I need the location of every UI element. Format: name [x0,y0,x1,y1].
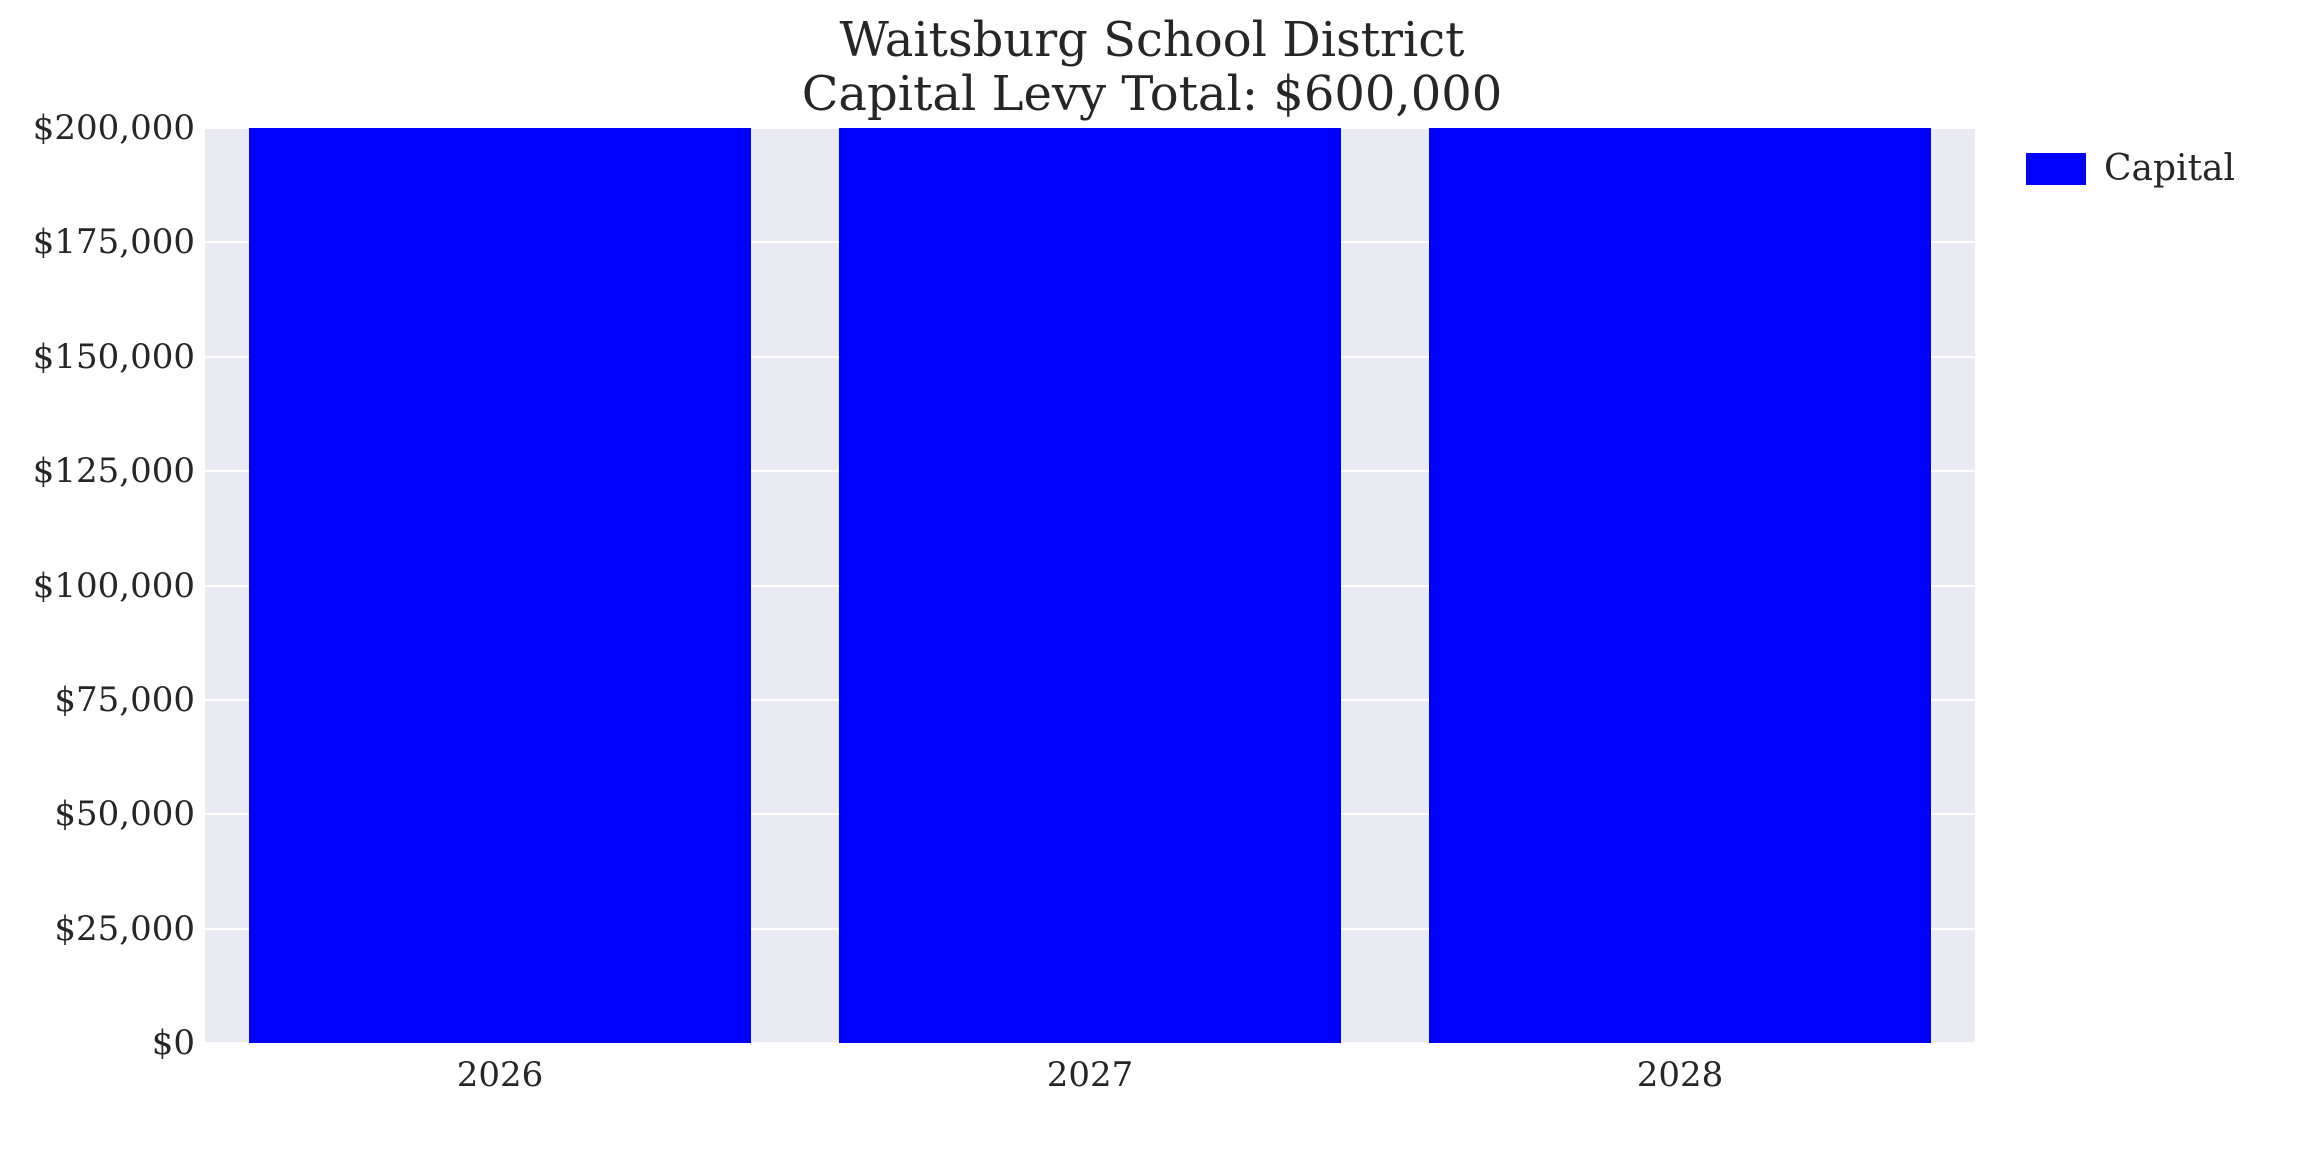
ytick-label: $125,000 [5,451,195,491]
ytick-label: $100,000 [5,566,195,606]
ytick-label: $0 [5,1023,195,1063]
bar [839,128,1341,1043]
xtick-label: 2028 [1385,1055,1975,1095]
ytick-label: $150,000 [5,337,195,377]
xtick-label: 2026 [205,1055,795,1095]
xtick-label: 2027 [795,1055,1385,1095]
ytick-label: $175,000 [5,222,195,262]
bar [1429,128,1931,1043]
bar [249,128,751,1043]
ytick-label: $75,000 [5,680,195,720]
chart-title-line2: Capital Levy Total: $600,000 [0,66,2304,122]
ytick-label: $50,000 [5,794,195,834]
legend-label: Capital [2104,148,2235,189]
legend-swatch [2026,153,2086,185]
chart-title-line1: Waitsburg School District [0,12,2304,68]
legend: Capital [2026,148,2235,189]
chart-container: Waitsburg School District Capital Levy T… [0,0,2304,1152]
ytick-label: $200,000 [5,108,195,148]
ytick-label: $25,000 [5,909,195,949]
plot-area [205,128,1975,1043]
